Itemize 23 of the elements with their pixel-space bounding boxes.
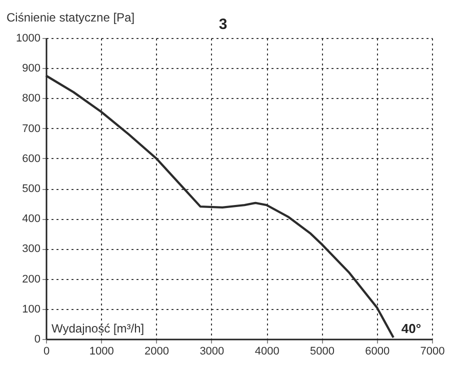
y-tick-label: 500 <box>22 183 40 195</box>
y-tick-label: 700 <box>22 122 40 135</box>
y-tick-label: 300 <box>22 243 40 256</box>
y-tick-label: 800 <box>22 92 40 105</box>
x-tick-label: 0 <box>43 346 50 358</box>
x-axis-title: Wydajność [m³/h] <box>52 322 144 336</box>
y-tick-label: 200 <box>22 273 40 286</box>
x-tick-label: 1000 <box>89 346 114 358</box>
y-tick-label: 600 <box>22 152 40 165</box>
y-axis-title: Ciśnienie statyczne [Pa] <box>6 10 135 24</box>
x-tick-label: 7000 <box>420 346 445 358</box>
text: 3 <box>218 16 228 33</box>
y-tick-label: 900 <box>22 62 40 75</box>
y-tick-label: 0 <box>34 334 40 346</box>
x-tick-label: 5000 <box>310 346 334 358</box>
y-tick-label: 1000 <box>16 32 40 44</box>
y-tick-label: 400 <box>22 213 40 226</box>
annotation: 40° <box>401 321 422 336</box>
x-tick-label: 6000 <box>365 346 390 358</box>
x-tick-label: 3000 <box>200 346 224 358</box>
y-tick-label: 100 <box>22 303 40 316</box>
x-tick-label: 4000 <box>254 346 280 358</box>
x-tick-label: 2000 <box>144 346 170 358</box>
